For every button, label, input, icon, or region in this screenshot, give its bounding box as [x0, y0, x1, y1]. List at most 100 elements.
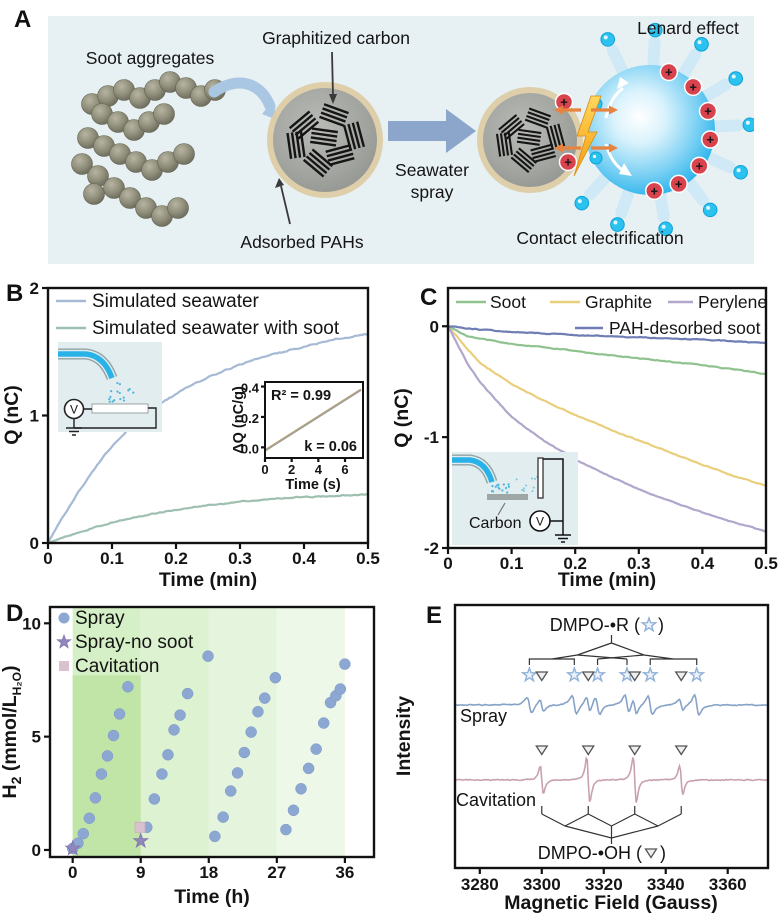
spray-point	[287, 804, 300, 817]
spray-point	[113, 708, 126, 720]
panel-b-chart: 0 0.1 0.2 0.3 0.4 0.5 0 1 2 Simulated seawater Sim…	[1, 279, 380, 591]
x-tick-label: 0.5	[754, 554, 778, 573]
svg-text:+: +	[560, 95, 568, 110]
x-tick-label: 0	[443, 554, 452, 573]
x-tick-label: 0	[261, 462, 268, 477]
ejected-spray-trail-icon	[606, 44, 629, 78]
positive-charge-icon: +	[669, 174, 688, 194]
legend-label: Cavitation	[75, 656, 160, 677]
x-tick-label: 2	[288, 462, 295, 477]
spray-point	[77, 827, 90, 840]
y-tick-label: 0.4	[241, 381, 260, 396]
c-xlabel: Time (min)	[558, 569, 656, 591]
circulation-arrow-icon	[604, 86, 624, 119]
legend-label: Graphite	[585, 292, 652, 312]
lightning-bolt-icon	[573, 95, 602, 177]
spray-voltmeter-schematic: V	[58, 342, 162, 436]
positive-charge-icon: +	[659, 62, 679, 82]
series-line	[447, 325, 767, 488]
y-tick-label: 5	[32, 728, 41, 747]
x-tick-label: 0.4	[292, 549, 316, 568]
x-tick-label: 4	[315, 462, 323, 477]
plot-border	[446, 286, 768, 550]
positive-charge-icon: +	[558, 152, 578, 172]
svg-text:+: +	[665, 64, 673, 79]
spray-point	[162, 749, 174, 761]
y-tick-label: 0	[32, 841, 41, 860]
spray-point	[89, 792, 102, 804]
charged-soot-particle: ++	[477, 87, 583, 193]
panel-e-label: E	[426, 602, 443, 629]
spray-point	[107, 729, 120, 742]
spray-point	[310, 743, 322, 755]
adsorbed-pahs-label: Adsorbed PAHs	[240, 232, 363, 252]
plot-border	[453, 603, 770, 870]
dmpo-oh-marker-icon	[535, 671, 549, 682]
e-xlabel: Magnetic Field (Gauss)	[504, 892, 717, 913]
series-line	[47, 332, 369, 544]
spray-no-soot-point	[64, 839, 81, 856]
legend-label: PAH-desorbed soot	[609, 318, 761, 338]
curved-arrow-icon	[208, 77, 277, 120]
graphite-lamellae-icon	[310, 127, 338, 147]
graphite-lamellae-icon	[319, 103, 349, 127]
x-tick-label: 6	[341, 462, 348, 477]
seawater-spray-label: Seawater	[395, 160, 469, 180]
panel-a-schematic: Soot aggregates Graphitized carbon Adsor…	[48, 16, 758, 264]
spray-point	[334, 683, 347, 695]
bracket-line	[643, 654, 698, 665]
dmpo-oh-marker-icon	[644, 848, 658, 859]
spray-point	[181, 687, 194, 700]
x-tick-label: 0.2	[164, 549, 188, 568]
plot-border	[264, 381, 364, 459]
series-line	[447, 325, 767, 533]
spray-point	[317, 717, 330, 729]
pointer-arrow-icon	[329, 51, 337, 104]
panel-c-chart: 0 0.1 0.2 0.3 0.4 0.5 0 -1 -2 Soot Graphite Perylen…	[391, 286, 778, 591]
bracket-line	[577, 654, 645, 665]
dmpo-oh-marker-icon	[628, 671, 642, 682]
legend-label: Perylene	[698, 292, 767, 312]
ejected-spray-trail-icon	[682, 175, 709, 207]
ejected-droplet-icon	[733, 164, 748, 180]
r-squared-annotation: R² = 0.99	[271, 388, 331, 404]
ejected-droplet-icon	[742, 117, 758, 133]
panel-c-label: C	[420, 284, 438, 311]
dmpo-oh-marker-icon	[581, 745, 595, 756]
svg-text:+: +	[564, 155, 572, 170]
positive-charge-icon: +	[645, 181, 664, 201]
contact-electrification-label: Contact electrification	[516, 228, 683, 248]
fit-line	[264, 388, 362, 452]
legend-label: Spray	[75, 608, 125, 629]
x-tick-label: 3280	[461, 875, 499, 894]
dmpo-oh-marker-icon	[535, 745, 549, 756]
spray-point	[339, 658, 351, 670]
graphite-lamellae-icon	[530, 143, 557, 163]
ground-icon	[555, 534, 571, 543]
plot-border	[46, 286, 370, 545]
x-tick-label: 18	[199, 863, 218, 882]
x-tick-label: 0.2	[563, 554, 587, 573]
dmpo-r-marker-icon	[520, 665, 538, 683]
x-tick-label: 3340	[647, 875, 685, 894]
spray-trace-label: Spray	[460, 706, 507, 726]
x-tick-label: 0	[68, 863, 77, 882]
panel-d-label: D	[6, 600, 24, 627]
graphite-lamellae-icon	[510, 147, 538, 173]
pointer-arrow-icon	[275, 178, 291, 225]
y-tick-label: 0.2	[241, 411, 259, 426]
ejected-spray-trail-icon	[702, 151, 736, 174]
svg-text:+: +	[696, 158, 704, 173]
voltmeter-label: V	[70, 403, 78, 417]
svg-text:+: +	[689, 79, 697, 94]
epr-trace	[454, 756, 768, 803]
positive-charge-icon: +	[554, 92, 574, 112]
soot-aggregates-label: Soot aggregates	[86, 48, 215, 68]
graphite-lamellae-icon	[325, 143, 355, 167]
ejected-spray-trail-icon	[707, 119, 744, 133]
plot-border	[48, 605, 376, 859]
spray-point	[224, 785, 237, 797]
panel-e-chart: DMPO-•R () DMPO-•OH () Spray Cavitation 3280…	[393, 603, 770, 913]
bracket-line	[564, 825, 659, 844]
